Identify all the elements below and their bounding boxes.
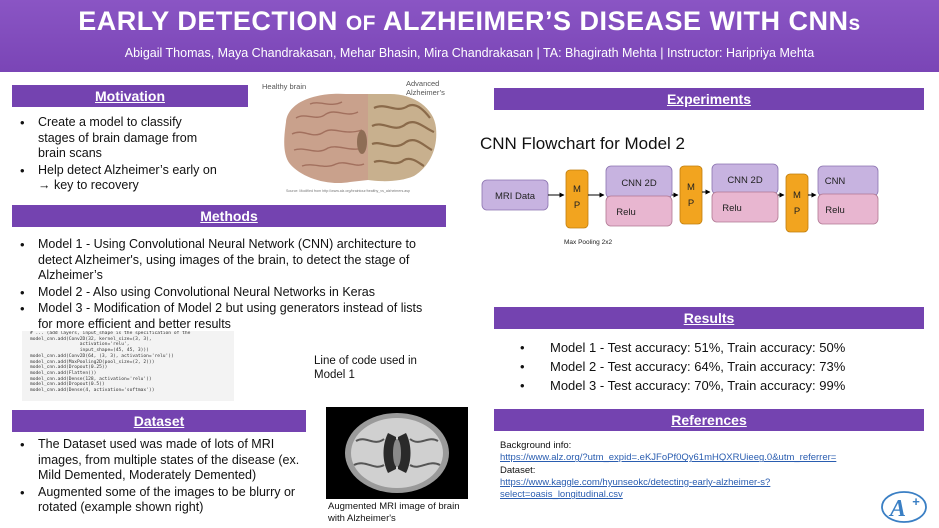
relu-block-1 [605,195,673,227]
svg-text:M: M [573,184,581,195]
svg-text:A: A [888,496,906,522]
brain-comparison-image: Healthy brain Advanced Alzheimer’s Sourc… [262,79,445,193]
references-heading: References [494,409,924,431]
mri-image [326,407,468,499]
svg-text:Alzheimer’s: Alzheimer’s [406,88,445,97]
list-item: Model 1 - Test accuracy: 51%, Train accu… [520,338,845,357]
experiments-heading: Experiments [494,88,924,110]
results-list: Model 1 - Test accuracy: 51%, Train accu… [520,338,845,395]
svg-text:P: P [574,200,580,211]
list-item: Model 3 - Test accuracy: 70%, Train accu… [520,376,845,395]
background-label: Background info: [500,440,572,451]
flowchart-title: CNN Flowchart for Model 2 [480,134,686,153]
maxpool-box-2 [679,165,703,225]
cnn-flowchart: MRI Data M P CNN 2D Relu M P CNN 2D Relu… [481,163,879,246]
motivation-heading: Motivation [12,85,248,107]
maxpool-caption: Max Pooling 2x2 [564,239,612,246]
svg-text:M: M [687,182,695,193]
poster-header: EARLY DETECTION OF ALZHEIMER’S DISEASE W… [0,0,939,72]
poster-title: EARLY DETECTION OF ALZHEIMER’S DISEASE W… [78,6,861,36]
methods-list: Model 1 - Using Convolutional Neural Net… [12,237,432,333]
svg-text:Relu: Relu [825,205,845,216]
mri-caption: Augmented MRI image of brain with Alzhei… [328,501,460,524]
svg-text:Relu: Relu [722,203,742,214]
svg-text:Relu: Relu [616,207,636,218]
svg-text:CNN 2D: CNN 2D [727,175,763,186]
references-block: Background info: https://www.alz.org/?ut… [500,440,890,501]
code-caption: Line of code used in Model 1 [314,355,417,381]
list-item: Help detect Alzheimer’s early on → key t… [12,163,222,194]
svg-text:CNN: CNN [825,176,846,187]
svg-text:M: M [793,190,801,201]
relu-block-3 [817,193,879,225]
relu-block-2 [711,191,779,223]
a-plus-logo: A + [881,491,927,523]
dataset-link[interactable]: https://www.kaggle.com/hyunseokc/detecti… [500,476,771,501]
list-item: Model 2 - Test accuracy: 64%, Train accu… [520,357,845,376]
dataset-list: The Dataset used was made of lots of MRI… [12,437,312,517]
mri-data-label: MRI Data [495,191,536,202]
motivation-list: Create a model to classify stages of bra… [12,115,222,195]
results-heading: Results [494,307,924,329]
list-item: Model 3 - Modification of Model 2 but us… [12,301,432,332]
poster-authors: Abigail Thomas, Maya Chandrakasan, Mehar… [124,46,815,60]
list-item: Create a model to classify stages of bra… [12,115,222,162]
dataset-heading: Dataset [12,410,306,432]
maxpool-box-1 [565,169,589,229]
healthy-brain-label: Healthy brain [262,82,306,91]
figure-source: Source: Modified from http://www.alz.org… [286,189,410,193]
svg-text:P: P [794,206,800,217]
dataset-label: Dataset: [500,464,536,476]
list-item: Augmented some of the images to be blurr… [12,485,312,516]
maxpool-box-3 [785,173,809,233]
list-item: The Dataset used was made of lots of MRI… [12,437,312,484]
advanced-alzheimers-label: Advanced [406,79,439,88]
background-link[interactable]: https://www.alz.org/?utm_expid=.eKJFoPf0… [500,452,837,464]
svg-text:P: P [688,198,694,209]
code-snippet: # ... (add layers, input_shape is the sp… [22,331,234,401]
list-item: Model 2 - Also using Convolutional Neura… [12,285,432,301]
list-item: Model 1 - Using Convolutional Neural Net… [12,237,432,284]
methods-heading: Methods [12,205,446,227]
svg-text:+: + [912,494,920,509]
svg-text:CNN 2D: CNN 2D [621,178,657,189]
